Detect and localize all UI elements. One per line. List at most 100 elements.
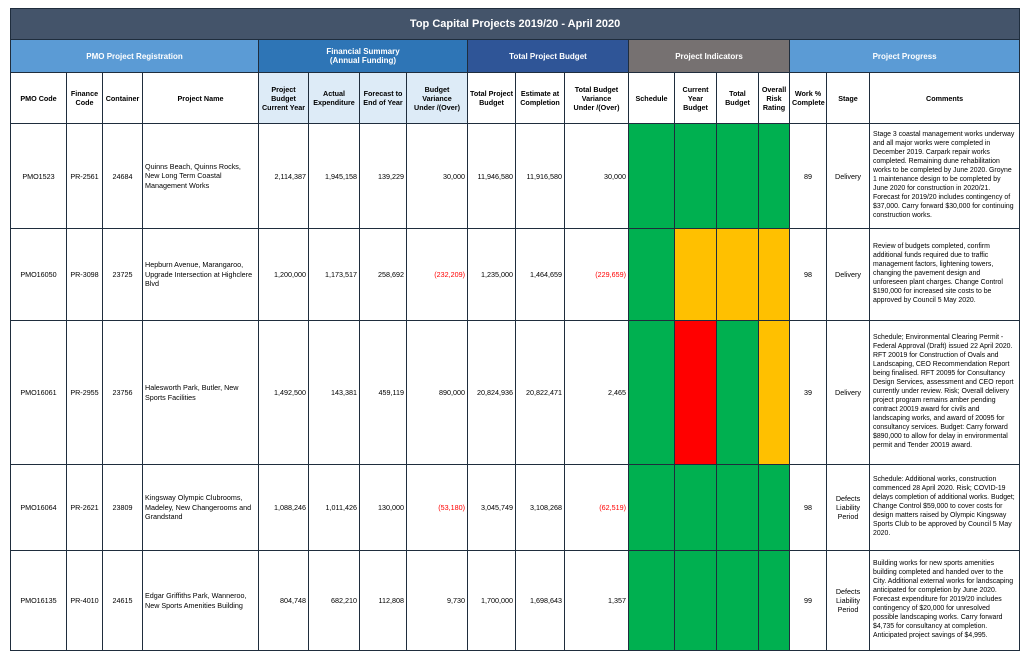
schedule-indicator xyxy=(628,123,675,229)
col-pmo-code: PMO Code xyxy=(10,72,67,124)
financial-summary-line1: Financial Summary xyxy=(326,47,400,56)
table-row: PMO1523 PR-2561 24684 Quinns Beach, Quin… xyxy=(10,123,1021,229)
actual-expenditure: 143,381 xyxy=(308,320,360,465)
table-row: PMO16064 PR-2621 23809 Kingsway Olympic … xyxy=(10,464,1021,551)
financial-summary-line2: (Annual Funding) xyxy=(329,56,397,65)
total-budget-variance: (62,519) xyxy=(564,464,629,551)
col-estimate-completion: Estimate at Completion xyxy=(515,72,565,124)
col-forecast: Forecast to End of Year xyxy=(359,72,407,124)
group-financial-summary: Financial Summary (Annual Funding) xyxy=(258,39,468,73)
comments: Stage 3 coastal management works underwa… xyxy=(868,123,1021,229)
col-container: Container xyxy=(102,72,143,124)
actual-expenditure: 1,173,517 xyxy=(308,228,360,321)
current-year-budget-indicator xyxy=(674,550,717,651)
estimate-completion: 11,916,580 xyxy=(515,123,565,229)
total-budget-variance: 2,465 xyxy=(564,320,629,465)
col-actual-expenditure: Actual Expenditure xyxy=(308,72,360,124)
col-project-budget: Project Budget Current Year xyxy=(258,72,309,124)
estimate-completion: 1,698,643 xyxy=(515,550,565,651)
total-budget-indicator xyxy=(716,550,759,651)
col-total-project-budget: Total Project Budget xyxy=(467,72,516,124)
overall-risk-indicator xyxy=(758,228,790,321)
col-total-budget-variance: Total Budget Variance Under /(Over) xyxy=(564,72,629,124)
current-year-budget-indicator xyxy=(674,464,717,551)
project-budget: 1,492,500 xyxy=(258,320,309,465)
project-budget: 804,748 xyxy=(258,550,309,651)
current-year-budget-indicator xyxy=(674,320,717,465)
forecast: 130,000 xyxy=(359,464,407,551)
total-budget-indicator xyxy=(716,464,759,551)
comments: Schedule: Additional works, construction… xyxy=(868,464,1021,551)
actual-expenditure: 1,945,158 xyxy=(308,123,360,229)
col-schedule: Schedule xyxy=(628,72,675,124)
actual-expenditure: 682,210 xyxy=(308,550,360,651)
column-header-row: PMO Code Finance Code Container Project N… xyxy=(10,72,1021,124)
col-overall-risk: Overall Risk Rating xyxy=(758,72,790,124)
budget-variance: 9,730 xyxy=(406,550,468,651)
total-project-budget: 11,946,580 xyxy=(467,123,516,229)
overall-risk-indicator xyxy=(758,550,790,651)
estimate-completion: 3,108,268 xyxy=(515,464,565,551)
total-project-budget: 20,824,936 xyxy=(467,320,516,465)
pmo-code: PMO16061 xyxy=(10,320,67,465)
overall-risk-indicator xyxy=(758,464,790,551)
col-budget-variance: Budget Variance Under /(Over) xyxy=(406,72,468,124)
group-pmo-registration: PMO Project Registration xyxy=(10,39,259,73)
comments: Review of budgets completed, confirm add… xyxy=(868,228,1021,321)
forecast: 258,692 xyxy=(359,228,407,321)
title-row: Top Capital Projects 2019/20 - April 202… xyxy=(9,8,1021,40)
budget-variance: 890,000 xyxy=(406,320,468,465)
current-year-budget-indicator xyxy=(674,123,717,229)
stage: Delivery xyxy=(826,228,870,321)
col-comments: Comments xyxy=(868,72,1021,124)
schedule-indicator xyxy=(628,320,675,465)
forecast: 112,808 xyxy=(359,550,407,651)
schedule-indicator xyxy=(628,228,675,321)
col-current-year-budget: Current Year Budget xyxy=(674,72,717,124)
schedule-indicator xyxy=(628,464,675,551)
pmo-code: PMO16135 xyxy=(10,550,67,651)
project-rows: PMO1523 PR-2561 24684 Quinns Beach, Quin… xyxy=(10,123,1021,651)
budget-variance: 30,000 xyxy=(406,123,468,229)
container: 24615 xyxy=(102,550,143,651)
comments: Building works for new sports amenities … xyxy=(868,550,1021,651)
group-total-project-budget: Total Project Budget xyxy=(467,39,629,73)
total-budget-variance: (229,659) xyxy=(564,228,629,321)
col-finance-code: Finance Code xyxy=(66,72,103,124)
project-name: Kingsway Olympic Clubrooms, Madeley, New… xyxy=(142,464,259,551)
group-header-row: PMO Project Registration Financial Summa… xyxy=(10,39,1021,73)
stage: Defects Liability Period xyxy=(826,550,870,651)
col-project-name: Project Name xyxy=(142,72,259,124)
finance-code: PR-2621 xyxy=(66,464,103,551)
budget-variance: (232,209) xyxy=(406,228,468,321)
report-container: Top Capital Projects 2019/20 - April 202… xyxy=(9,8,1021,651)
project-name: Halesworth Park, Butler, New Sports Faci… xyxy=(142,320,259,465)
project-budget: 2,114,387 xyxy=(258,123,309,229)
forecast: 139,229 xyxy=(359,123,407,229)
pmo-code: PMO16064 xyxy=(10,464,67,551)
work-complete: 98 xyxy=(789,464,827,551)
pmo-code: PMO16050 xyxy=(10,228,67,321)
overall-risk-indicator xyxy=(758,320,790,465)
capital-projects-table: Top Capital Projects 2019/20 - April 202… xyxy=(9,8,1021,651)
work-complete: 89 xyxy=(789,123,827,229)
project-name: Edgar Griffiths Park, Wanneroo, New Spor… xyxy=(142,550,259,651)
stage: Delivery xyxy=(826,320,870,465)
actual-expenditure: 1,011,426 xyxy=(308,464,360,551)
stage: Delivery xyxy=(826,123,870,229)
col-total-budget: Total Budget xyxy=(716,72,759,124)
schedule-indicator xyxy=(628,550,675,651)
group-project-indicators: Project Indicators xyxy=(628,39,790,73)
report-title: Top Capital Projects 2019/20 - April 202… xyxy=(9,8,1021,40)
total-project-budget: 1,235,000 xyxy=(467,228,516,321)
container: 24684 xyxy=(102,123,143,229)
total-budget-variance: 1,357 xyxy=(564,550,629,651)
container: 23725 xyxy=(102,228,143,321)
estimate-completion: 20,822,471 xyxy=(515,320,565,465)
current-year-budget-indicator xyxy=(674,228,717,321)
work-complete: 39 xyxy=(789,320,827,465)
total-project-budget: 3,045,749 xyxy=(467,464,516,551)
container: 23756 xyxy=(102,320,143,465)
total-budget-indicator xyxy=(716,320,759,465)
total-budget-indicator xyxy=(716,123,759,229)
